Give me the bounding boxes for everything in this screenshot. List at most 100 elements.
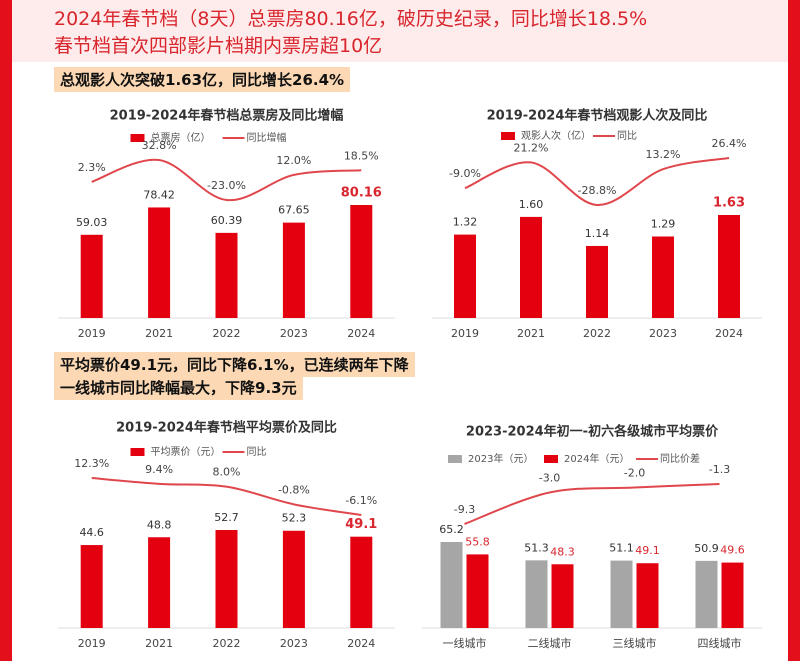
x-tick-label: 四线城市: [698, 636, 742, 650]
x-tick-label: 三线城市: [613, 636, 657, 650]
line: [91, 158, 362, 202]
bar: [80, 545, 103, 628]
line-label: -1.3: [709, 463, 730, 476]
x-tick-label: 2024: [347, 327, 375, 340]
line-label: 9.4%: [145, 463, 173, 476]
line-label: -28.8%: [578, 184, 617, 197]
chart-title: 2023-2024年初一-初六各级城市平均票价: [466, 424, 719, 440]
bar-label: 80.16: [341, 186, 382, 201]
bar: [586, 245, 608, 318]
x-tick-label: 2023: [649, 327, 677, 340]
bar-label: 49.1: [345, 517, 377, 532]
bar: [721, 562, 744, 628]
legend-label: 总票房（亿）: [151, 131, 211, 144]
legend-swatch: [501, 132, 515, 140]
bar: [215, 232, 238, 318]
line-label: -9.0%: [449, 167, 481, 180]
bar: [525, 560, 548, 628]
bar: [636, 563, 659, 628]
line-label: 32.8%: [142, 139, 177, 152]
bar: [520, 216, 542, 318]
x-tick-label: 2024: [347, 637, 375, 650]
bar: [610, 560, 633, 628]
bar-label: 49.6: [720, 544, 745, 557]
legend-label: 2024年（元）: [564, 452, 629, 465]
bar-label: 67.65: [278, 204, 310, 217]
bar-label: 51.3: [524, 541, 549, 554]
bar-label: 49.1: [635, 544, 660, 557]
bar: [695, 560, 718, 628]
line: [91, 477, 362, 516]
legend-swatch: [130, 448, 145, 456]
bar-label: 60.39: [211, 214, 243, 227]
bar-label: 44.6: [79, 526, 104, 539]
line: [464, 483, 720, 525]
note: 平均票价49.1元，同比下降6.1%，已连续两年下降: [54, 352, 415, 377]
bar-label: 1.32: [453, 216, 478, 229]
line-label: 8.0%: [213, 466, 241, 479]
bar: [652, 236, 674, 318]
headline: 春节档首次四部影片档期内票房超10亿: [54, 35, 383, 57]
bar-label: 65.2: [439, 523, 464, 536]
bar-label: 1.60: [519, 198, 544, 211]
bar-label: 52.7: [214, 511, 239, 524]
legend-swatch: [448, 455, 462, 463]
x-tick-label: 2023: [280, 637, 308, 650]
line-label: -0.8%: [278, 483, 310, 496]
bar-label: 78.42: [143, 188, 175, 201]
bar-label: 48.8: [147, 518, 172, 531]
bar-label: 52.3: [282, 512, 307, 525]
legend-label: 同比: [617, 130, 637, 142]
line: [464, 157, 730, 207]
x-tick-label: 一线城市: [443, 636, 487, 650]
line-label: -23.0%: [207, 179, 246, 192]
x-tick-label: 2019: [78, 637, 106, 650]
x-tick-label: 2022: [583, 327, 611, 340]
bar: [148, 207, 171, 318]
bar-label: 1.14: [585, 227, 610, 240]
note: 一线城市同比降幅最大，下降9.3元: [54, 375, 303, 400]
header: [12, 0, 788, 62]
bar-label: 55.8: [465, 535, 490, 548]
headline: 2024年春节档（8天）总票房80.16亿，破历史纪录，同比增长18.5%: [54, 8, 648, 30]
chart-title: 2019-2024年春节档总票房及同比增幅: [110, 108, 344, 124]
x-tick-label: 2022: [213, 637, 241, 650]
legend-label: 2023年（元）: [468, 452, 533, 465]
legend-swatch: [544, 455, 558, 463]
x-tick-label: 2019: [78, 327, 106, 340]
bar-label: 1.63: [713, 196, 745, 211]
bar: [350, 536, 373, 628]
x-tick-label: 二线城市: [528, 636, 572, 650]
bar-label: 48.3: [550, 545, 575, 558]
chart-title: 2019-2024年春节档观影人次及同比: [487, 108, 708, 124]
bar: [440, 542, 463, 628]
line-label: 12.0%: [276, 154, 311, 167]
line-label: 13.2%: [646, 148, 681, 161]
x-tick-label: 2023: [280, 327, 308, 340]
legend-label: 同比增幅: [247, 131, 287, 144]
x-tick-label: 2024: [715, 327, 743, 340]
bar: [282, 222, 305, 318]
legend-label: 同比: [247, 446, 267, 458]
bar: [466, 554, 489, 628]
x-tick-label: 2021: [517, 327, 545, 340]
bar: [282, 530, 305, 628]
x-tick-label: 2021: [145, 327, 173, 340]
bar: [148, 537, 171, 628]
note: 总观影人次突破1.63亿，同比增长26.4%: [54, 67, 351, 92]
bar-label: 50.9: [694, 542, 719, 555]
x-tick-label: 2019: [451, 327, 479, 340]
legend-label: 观影人次（亿）: [521, 129, 591, 142]
bar: [454, 234, 476, 318]
legend-swatch: [130, 134, 145, 142]
bar-label: 1.29: [651, 217, 676, 230]
bar: [80, 234, 103, 318]
x-tick-label: 2022: [213, 327, 241, 340]
x-tick-label: 2021: [145, 637, 173, 650]
line-label: 12.3%: [74, 457, 109, 470]
line-label: -9.3: [454, 503, 475, 516]
bar: [551, 564, 574, 628]
line-label: -6.1%: [345, 494, 377, 507]
